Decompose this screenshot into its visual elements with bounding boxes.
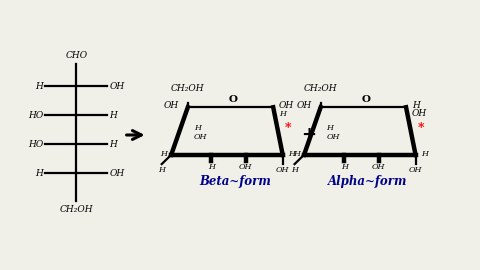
Text: Alpha~form: Alpha~form [328, 175, 408, 188]
Text: OH: OH [409, 166, 422, 174]
Text: O: O [228, 95, 238, 104]
Text: *: * [418, 122, 424, 135]
Text: H: H [109, 140, 118, 149]
Text: H: H [208, 163, 215, 171]
Text: OH: OH [194, 133, 207, 141]
Text: H: H [35, 169, 43, 178]
Text: H: H [341, 163, 348, 171]
Text: OH: OH [109, 82, 125, 90]
Text: OH: OH [164, 101, 179, 110]
Text: H: H [291, 166, 298, 174]
Text: OH: OH [279, 101, 294, 110]
Text: CH₂OH: CH₂OH [304, 84, 337, 93]
Text: *: * [285, 122, 291, 135]
Text: H: H [288, 150, 295, 157]
Text: H: H [194, 124, 201, 132]
Text: Beta~form: Beta~form [199, 175, 271, 188]
Text: OH: OH [276, 166, 289, 174]
Text: OH: OH [109, 169, 125, 178]
Text: HO: HO [28, 111, 43, 120]
Text: H: H [160, 150, 168, 157]
Text: H: H [412, 101, 420, 110]
Text: +: + [301, 126, 316, 144]
Text: HO: HO [28, 140, 43, 149]
Text: H: H [293, 150, 300, 157]
Text: H: H [158, 166, 165, 174]
Text: O: O [361, 95, 370, 104]
Text: OH: OH [297, 101, 312, 110]
Text: OH: OH [326, 133, 340, 141]
Text: H: H [326, 124, 334, 132]
Text: H: H [35, 82, 43, 90]
Text: OH: OH [372, 163, 385, 171]
Text: H: H [109, 111, 118, 120]
Text: OH: OH [412, 109, 427, 118]
Text: CH₂OH: CH₂OH [171, 84, 204, 93]
Text: H: H [421, 150, 428, 157]
Text: CHO: CHO [65, 51, 87, 60]
Text: H: H [279, 110, 286, 118]
Text: CH₂OH: CH₂OH [60, 205, 93, 214]
Text: OH: OH [239, 163, 252, 171]
